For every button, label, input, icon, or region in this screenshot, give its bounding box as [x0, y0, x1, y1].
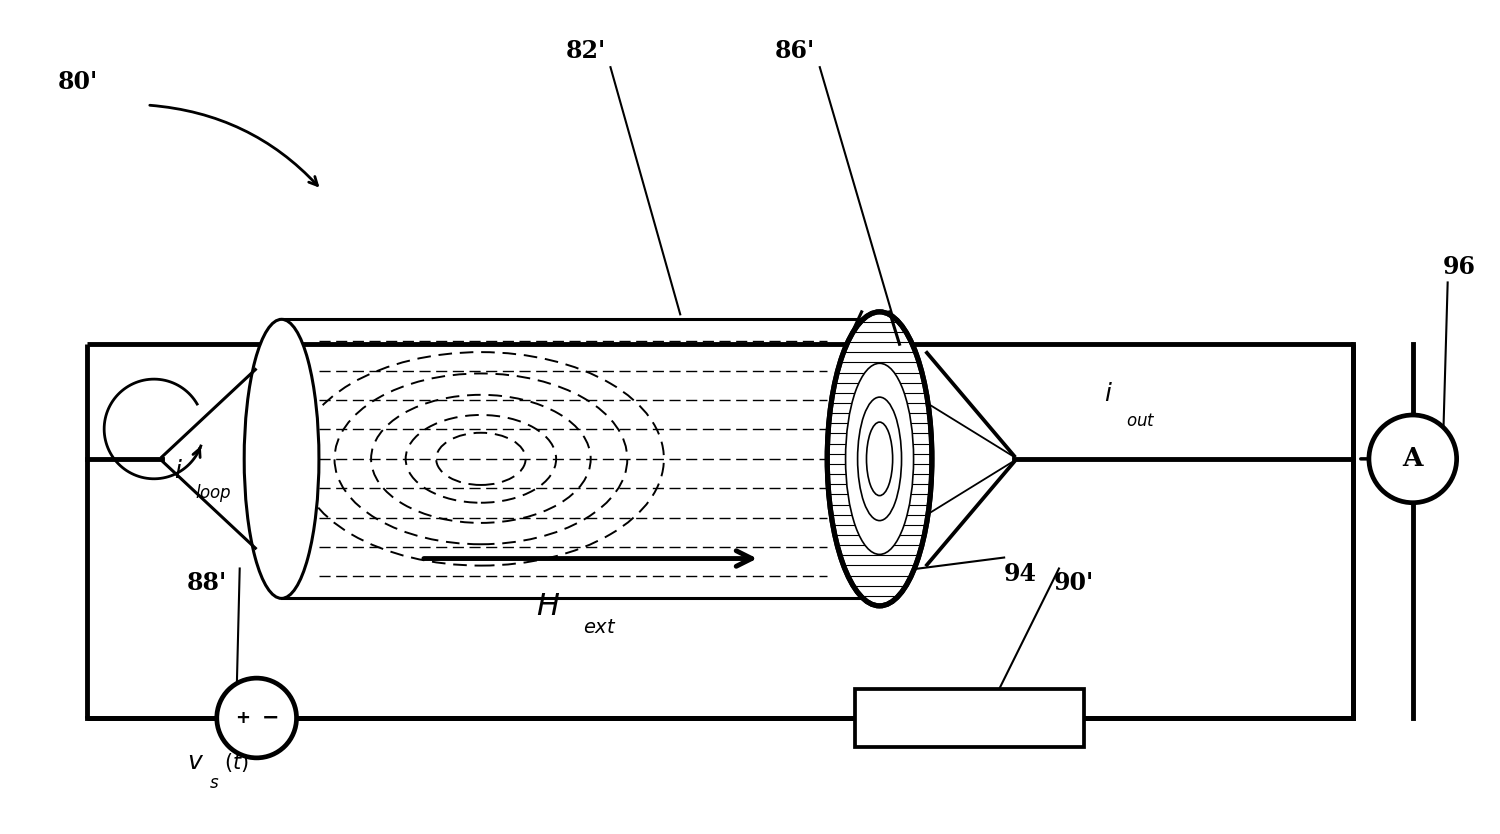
Text: $loop$: $loop$ [195, 482, 231, 504]
Text: $(t)$: $(t)$ [224, 751, 249, 774]
Text: 88': 88' [188, 571, 226, 595]
Text: 86': 86' [774, 39, 814, 63]
Text: A: A [1402, 446, 1423, 471]
Ellipse shape [827, 312, 932, 605]
Text: $s$: $s$ [209, 775, 219, 791]
Bar [855, 689, 1084, 747]
Text: $i$: $i$ [174, 460, 183, 483]
Ellipse shape [858, 397, 901, 520]
Text: $ext$: $ext$ [582, 620, 616, 637]
Ellipse shape [867, 422, 892, 495]
Ellipse shape [846, 364, 914, 555]
Text: 82': 82' [566, 39, 606, 63]
Text: $H$: $H$ [536, 591, 560, 622]
Ellipse shape [244, 319, 320, 598]
Text: $v$: $v$ [188, 751, 204, 774]
Text: 96: 96 [1443, 255, 1476, 279]
Text: 90': 90' [1054, 571, 1094, 595]
Text: 94: 94 [1004, 561, 1036, 585]
Text: +: + [236, 709, 250, 727]
Text: $out$: $out$ [1125, 413, 1155, 430]
Circle shape [1370, 415, 1456, 503]
Text: $i$: $i$ [1104, 383, 1113, 406]
Circle shape [217, 678, 297, 758]
Text: 80': 80' [57, 70, 98, 94]
Text: −: − [262, 708, 279, 728]
